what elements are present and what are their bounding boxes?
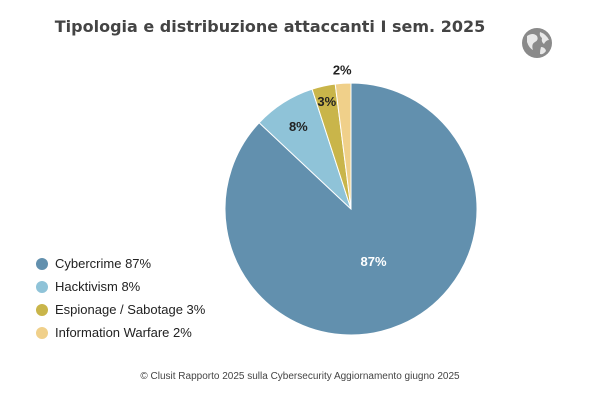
data-label: 3% xyxy=(317,94,336,109)
legend-swatch xyxy=(36,326,48,339)
legend-label: Hacktivism 8% xyxy=(55,279,141,294)
footer-credit: © Clusit Rapporto 2025 sulla Cybersecuri… xyxy=(140,371,460,382)
legend-item: Espionage / Sabotage 3% xyxy=(36,298,205,321)
legend-swatch xyxy=(36,257,48,270)
legend: Cybercrime 87% Hacktivism 8% Espionage / S… xyxy=(36,252,205,344)
pie-slice-cybercrime xyxy=(224,82,478,336)
legend-label: Cybercrime 87% xyxy=(55,256,152,271)
legend-label: Information Warfare 2% xyxy=(55,325,192,340)
globe-icon xyxy=(522,28,552,58)
legend-swatch xyxy=(36,280,48,293)
data-label: 2% xyxy=(333,62,352,77)
data-label: 8% xyxy=(289,119,308,134)
pie-slice-information-warfare xyxy=(334,82,352,210)
legend-item: Information Warfare 2% xyxy=(36,321,205,344)
chart-title: Tipologia e distribuzione attaccanti I s… xyxy=(54,17,486,36)
data-label: 87% xyxy=(361,254,387,269)
legend-swatch xyxy=(36,303,48,316)
legend-item: Cybercrime 87% xyxy=(36,252,205,275)
legend-item: Hacktivism 8% xyxy=(36,275,205,298)
legend-label: Espionage / Sabotage 3% xyxy=(55,302,206,317)
